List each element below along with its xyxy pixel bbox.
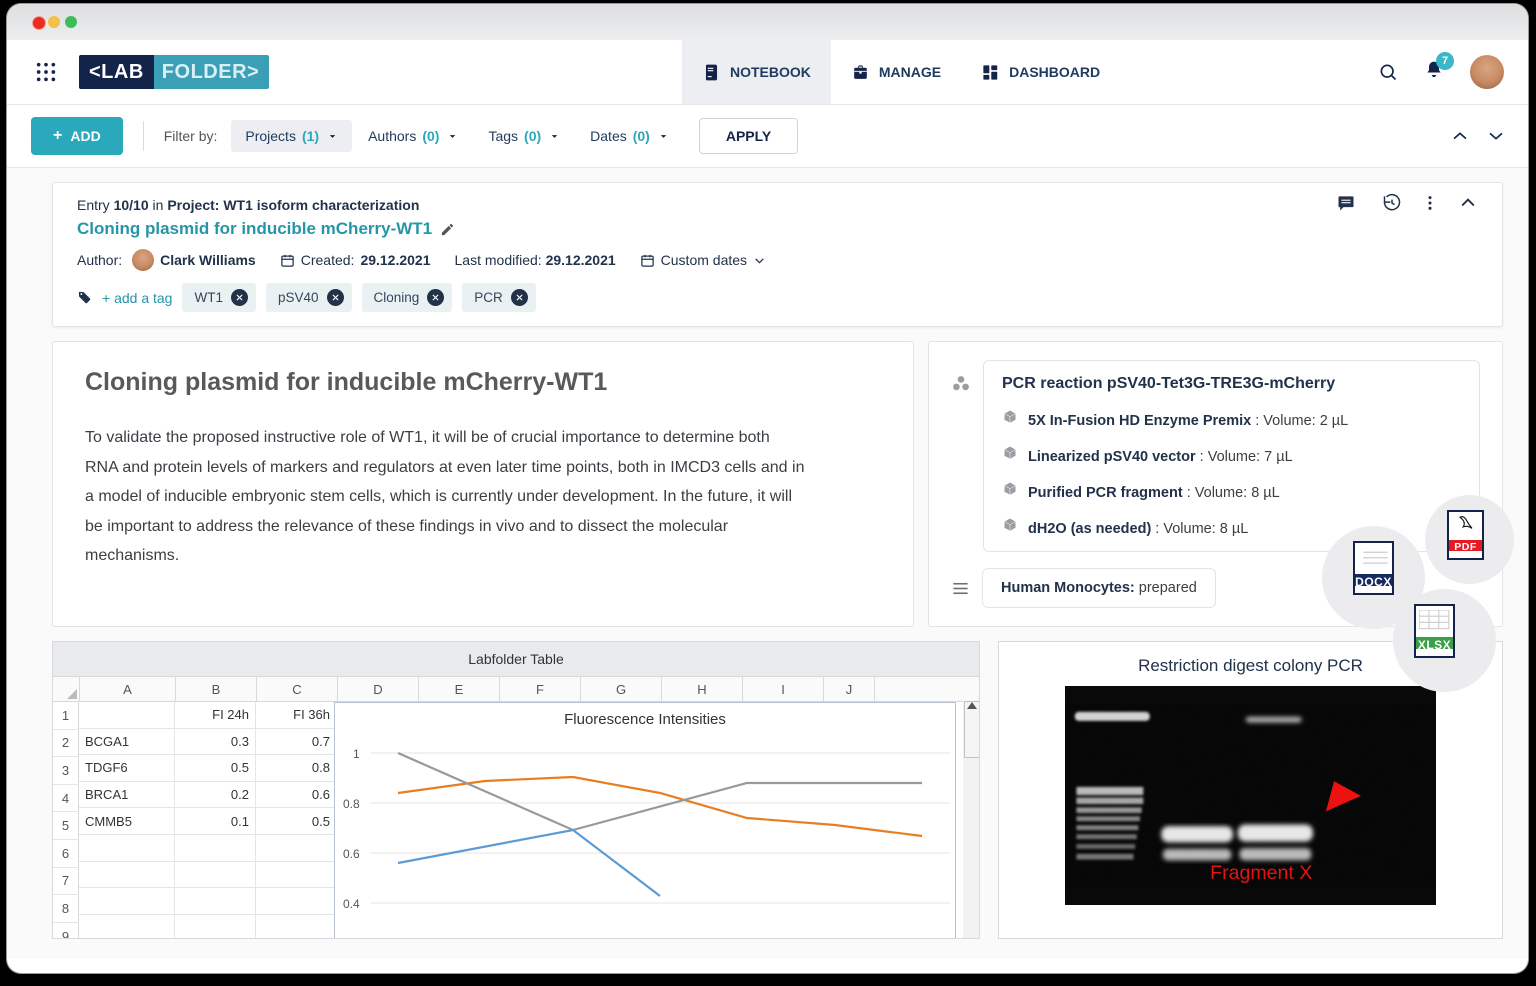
svg-text:0.8: 0.8: [343, 797, 360, 811]
svg-text:0.4: 0.4: [343, 897, 360, 911]
svg-text:0.6: 0.6: [343, 847, 360, 861]
svg-text:1: 1: [353, 747, 360, 761]
svg-text:Fragment X: Fragment X: [1210, 862, 1312, 884]
